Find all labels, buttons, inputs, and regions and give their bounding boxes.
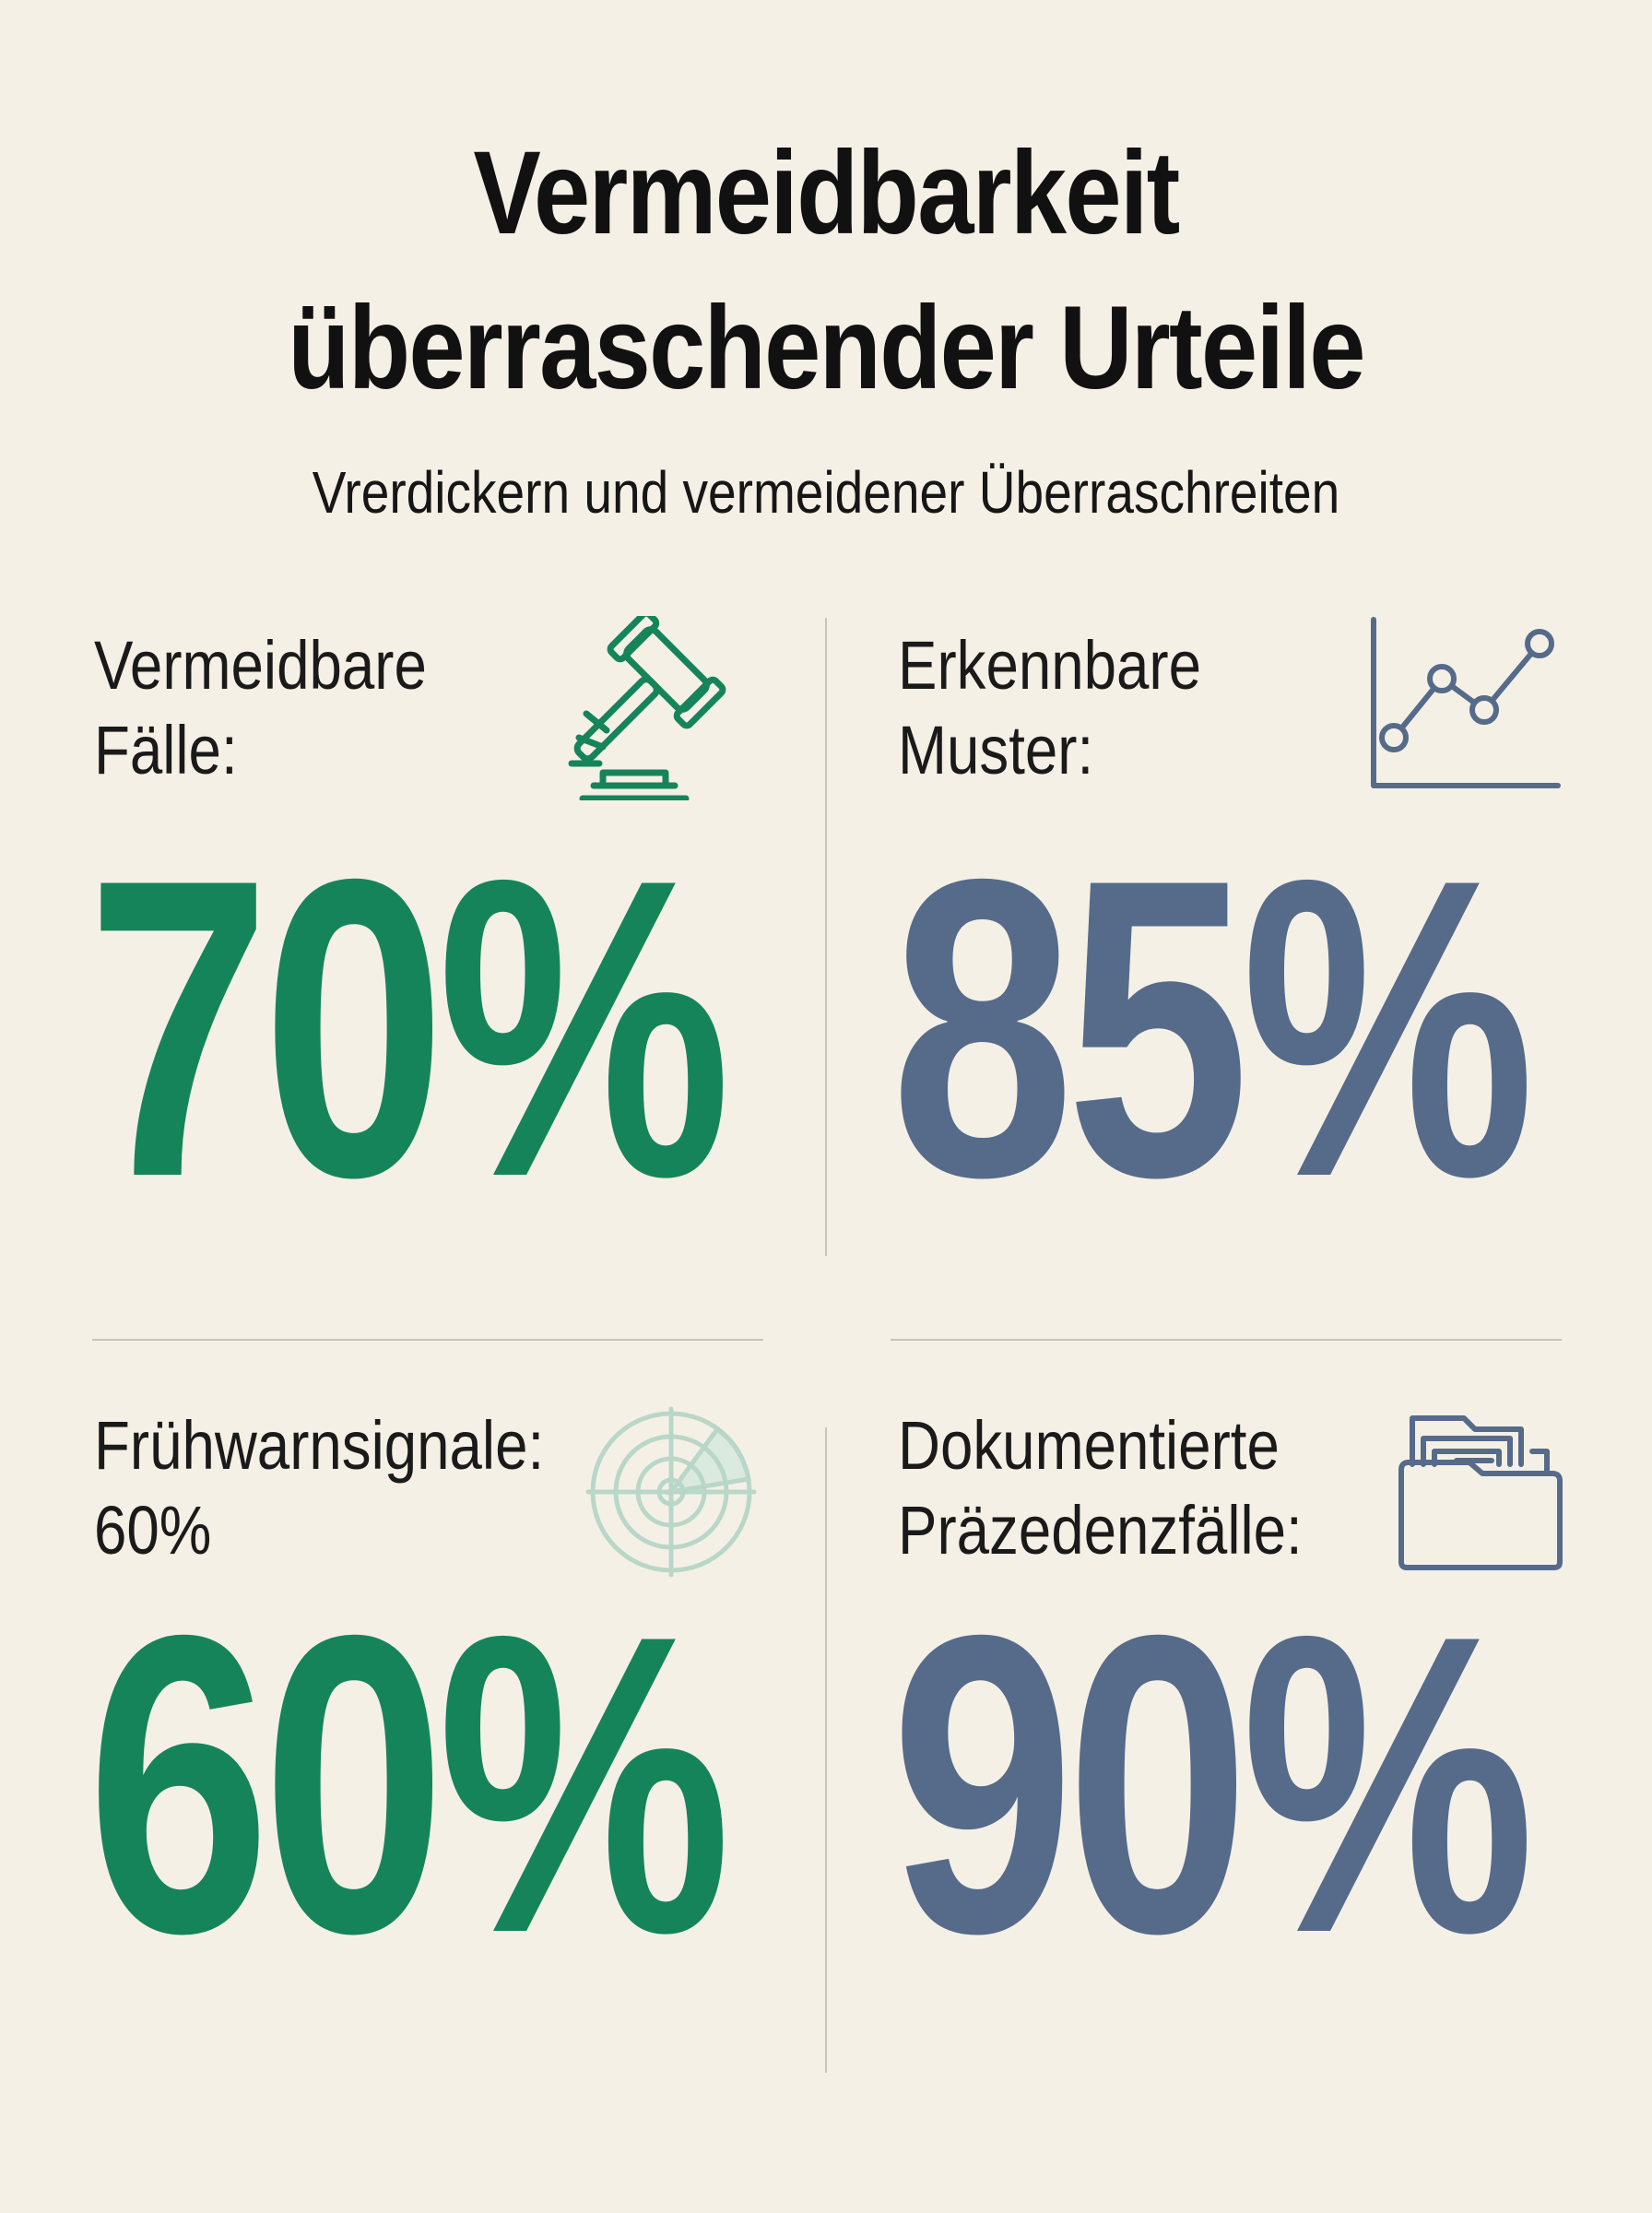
stat-label-line: Fälle: [94, 712, 238, 788]
page-title-line-2: überraschender Urteile [288, 282, 1365, 414]
page-title-line-1: Vermeidbarkeit [473, 127, 1180, 259]
stat-value-documented-precedents: 90% [891, 1548, 1535, 2021]
stat-label-line: Frühwarnsignale: [94, 1407, 545, 1484]
horizontal-divider-left [92, 1339, 763, 1341]
stat-value-avoidable-cases: 70% [87, 792, 731, 1265]
folder-icon [1398, 1415, 1563, 1570]
horizontal-divider-right [891, 1339, 1562, 1341]
radar-icon [585, 1406, 757, 1578]
stat-label-line: Erkennbare [898, 627, 1202, 704]
vertical-divider-bottom [825, 1427, 827, 2073]
stat-value-early-warning-signals: 60% [87, 1548, 731, 2021]
gavel-icon [568, 616, 726, 800]
stat-label-line: Vermeidbare [94, 627, 427, 704]
stat-label-line: Dokumentierte [898, 1407, 1280, 1484]
stat-label-documented-precedents: Dokumentierte Präzedenzfälle: [898, 1403, 1303, 1573]
page-subtitle: Vrerdickern und vermeidener Überraschrei… [312, 459, 1340, 526]
stat-label-early-warning-signals: Frühwarnsignale: 60% [94, 1403, 544, 1573]
vertical-divider-top [825, 618, 827, 1256]
stat-label-recognizable-patterns: Erkennbare Muster: [898, 623, 1201, 793]
stat-label-avoidable-cases: Vermeidbare Fälle: [94, 623, 427, 793]
stat-label-line: 60% [94, 1492, 212, 1568]
stat-label-line: Muster: [898, 712, 1094, 788]
stat-value-recognizable-patterns: 85% [891, 792, 1535, 1265]
stat-label-line: Präzedenzfälle: [898, 1492, 1303, 1568]
line-chart-icon [1371, 617, 1561, 788]
